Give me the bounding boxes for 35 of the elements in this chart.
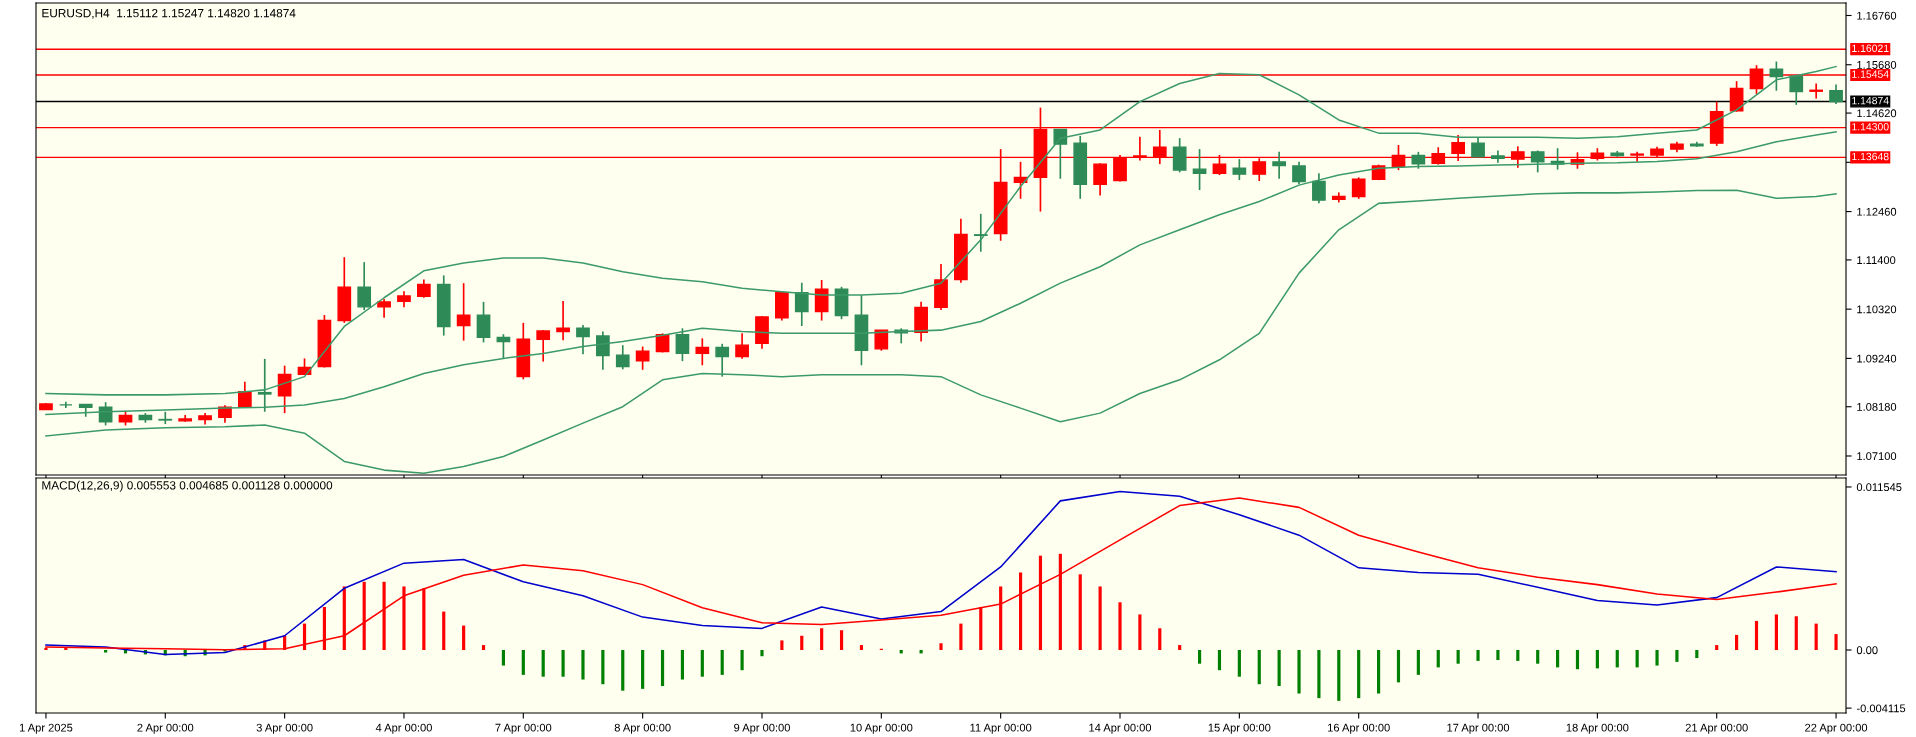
x-tick-label: 14 Apr 00:00 [1089,723,1152,734]
x-tick-label: 18 Apr 00:00 [1566,723,1629,734]
x-tick-label: 17 Apr 00:00 [1447,723,1510,734]
chart-title: MACD(12,26,9) 0.005553 0.004685 0.001128 0.000000 [42,480,333,492]
y-tick-label: 1.16760 [1857,11,1897,20]
y-tick-label: -0.004115 [1856,704,1906,713]
x-tick-label: 8 Apr 00:00 [614,723,671,734]
ref-line-label: 1.16021 [1852,44,1889,52]
x-tick-label: 2 Apr 00:00 [137,723,194,734]
y-tick-label: 0.011545 [1856,483,1902,492]
x-tick-label: 1 Apr 2025 [19,723,73,734]
x-tick-label: 16 Apr 00:00 [1328,723,1390,734]
y-tick-label: 1.12460 [1857,207,1897,216]
y-tick-label: 0.00 [1856,646,1878,655]
x-tick-label: 7 Apr 00:00 [495,723,552,734]
ref-line-label: 1.14300 [1852,123,1889,131]
x-tick-label: 11 Apr 00:00 [970,723,1032,734]
ref-line-label: 1.13648 [1852,152,1889,161]
x-tick-label: 4 Apr 00:00 [375,723,432,734]
y-tick-label: 1.10320 [1857,305,1897,314]
y-tick-label: 1.09240 [1857,354,1897,363]
x-tick-label: 22 Apr 00:00 [1805,723,1868,734]
y-tick-label: 1.07100 [1857,452,1897,461]
x-tick-label: 15 Apr 00:00 [1208,723,1271,734]
x-tick-label: 3 Apr 00:00 [256,723,313,734]
ref-line-label: 1.14874 [1852,96,1889,105]
chart-title: EURUSD,H4 1.15112 1.15247 1.14820 1.14874 [42,8,296,19]
y-tick-label: 1.08180 [1857,403,1897,411]
y-tick-label: 1.14620 [1857,109,1897,118]
y-tick-label: 1.15680 [1857,61,1897,69]
y-tick-label: 1.11400 [1857,256,1896,265]
x-tick-label: 9 Apr 00:00 [734,723,790,734]
x-tick-label: 21 Apr 00:00 [1685,723,1748,734]
x-tick-label: 10 Apr 00:00 [850,723,913,734]
ref-line-label: 1.15454 [1852,70,1889,78]
